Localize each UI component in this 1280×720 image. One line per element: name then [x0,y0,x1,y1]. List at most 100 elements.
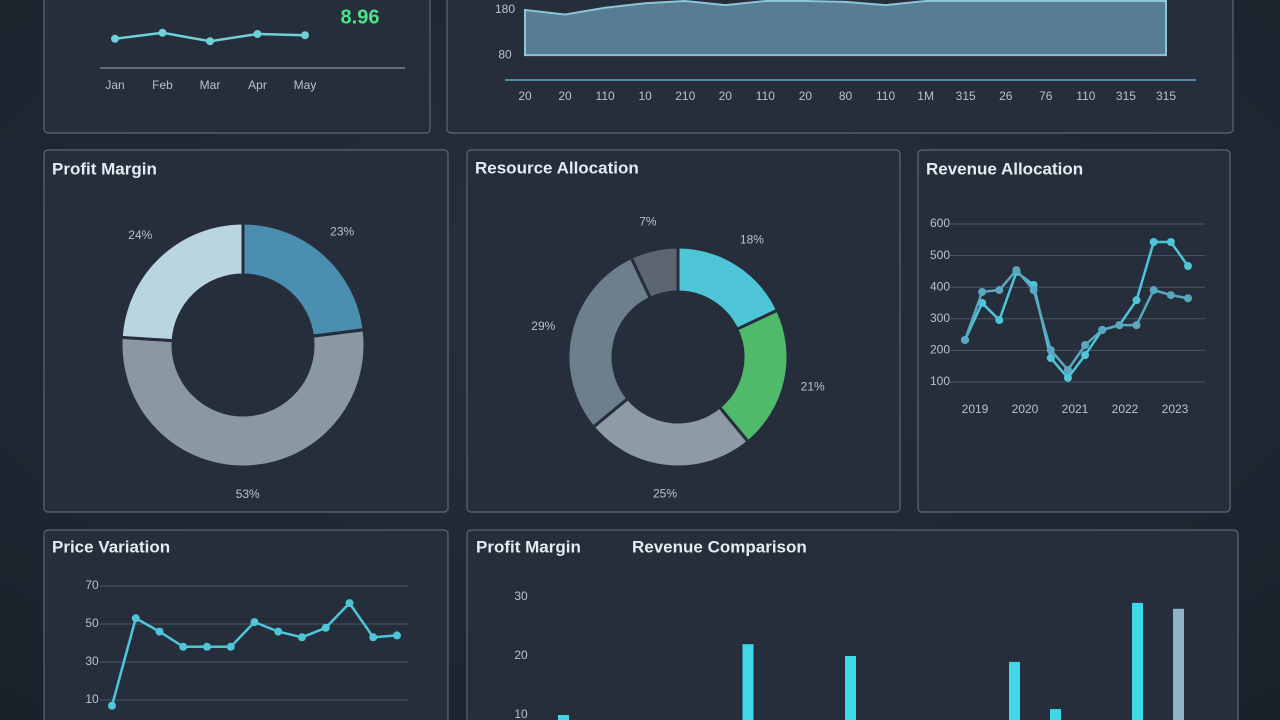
donut-segment [241,221,366,338]
point [995,316,1004,325]
y-tick-label: 50 [85,616,99,630]
point [995,286,1004,295]
point [155,627,164,636]
panel-subtitle: Revenue Comparison [632,537,807,556]
point [111,34,119,43]
point [1081,351,1090,360]
point [253,30,262,38]
point [298,633,306,642]
x-tick-label: 2019 [962,402,989,416]
x-tick-label: 2020 [1012,402,1039,416]
donut-segment [566,255,653,430]
panel [917,149,1231,513]
panel [43,529,449,720]
point [108,701,116,710]
point [1046,353,1055,362]
point [1115,321,1124,330]
x-tick-label: 315 [1116,89,1136,103]
bar [558,715,569,720]
x-tick-label: 110 [756,89,775,103]
donut-segment [119,221,245,343]
point [321,623,330,632]
x-tick-label: 76 [1039,89,1053,103]
x-tick-label: 110 [596,89,615,103]
bar [1050,709,1061,720]
x-tick-label: 20 [719,89,733,103]
point [1166,291,1175,300]
x-tick-label: 315 [1156,89,1176,103]
point [226,642,235,651]
data-label: 7% [639,214,657,228]
x-tick-label: Jan [105,78,124,92]
bar [1132,602,1143,720]
point [1098,325,1107,334]
y-tick-label: 10 [514,707,528,720]
point [158,28,167,37]
x-tick-label: 210 [675,89,695,103]
point [203,642,211,651]
point [1184,294,1192,303]
panel [466,149,901,513]
y-tick-label: 100 [930,374,950,388]
data-label: 53% [236,487,260,501]
point [301,31,309,40]
data-label: 21% [801,379,825,393]
x-tick-label: 20 [558,89,572,103]
x-tick-label: 2021 [1062,402,1089,416]
x-tick-label: May [294,78,317,92]
y-tick-label: 70 [85,578,99,592]
x-tick-label: 1M [917,89,934,103]
point [978,287,987,296]
point [179,642,188,651]
point [131,614,140,623]
x-tick-label: Apr [248,78,267,92]
line [963,240,1190,380]
point [1132,296,1141,305]
y-tick-label: 200 [930,343,950,357]
data-label: 18% [740,233,764,247]
panel [466,529,1239,720]
x-tick-label: 10 [639,89,653,103]
y-tick-label: 180 [495,2,515,16]
panel-title: Resource Allocation [475,158,639,177]
y-tick-label: 600 [930,216,950,230]
line [963,268,1189,373]
x-tick-label: 110 [1076,89,1095,103]
point [1166,238,1175,247]
data-label: 25% [653,487,677,501]
point [1046,346,1055,355]
x-tick-label: 20 [799,89,813,103]
point [345,599,354,608]
point [369,633,378,642]
point [1149,238,1158,247]
y-tick-label: 500 [930,248,950,262]
panel-title: Price Variation [52,537,170,556]
point [1063,365,1072,374]
x-tick-label: 26 [999,89,1013,103]
point [393,631,401,640]
x-tick-label: 2022 [1112,402,1139,416]
data-label: 24% [128,228,152,242]
y-tick-label: 30 [514,589,528,603]
y-tick-label: 80 [498,47,512,61]
donut-segment [629,245,680,301]
area [524,0,1167,57]
point [250,618,259,627]
x-tick-label: Feb [152,78,173,92]
bar [1009,661,1020,720]
data-label: 29% [531,319,555,333]
bar [845,656,856,720]
point [1029,286,1038,295]
x-tick-label: 110 [876,89,895,103]
x-tick-label: 315 [956,89,976,103]
donut-segment [119,328,367,469]
y-tick-label: 20 [514,648,528,662]
y-tick-label: 30 [85,654,99,668]
x-tick-label: 80 [839,89,853,103]
x-tick-label: Mar [200,78,221,92]
y-tick-label: 400 [930,279,950,293]
point [1149,286,1158,295]
y-tick-label: 10 [85,692,99,706]
point [1081,341,1090,350]
